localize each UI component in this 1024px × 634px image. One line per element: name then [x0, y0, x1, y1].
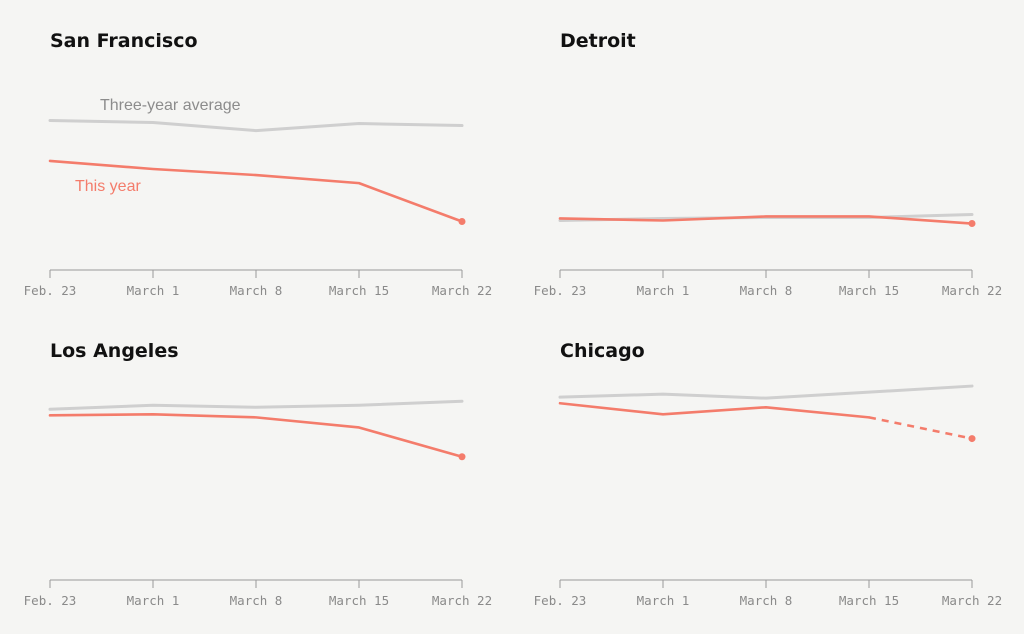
average-line [48, 399, 464, 411]
this-year-projection-line [868, 416, 973, 440]
panel-los-angeles: Los Angeles Feb. 23 March 1 March 8 March 1… [24, 310, 520, 610]
x-tick-label: March 8 [230, 593, 283, 608]
panel-title: San Francisco [50, 30, 198, 52]
this-year-end-point [458, 453, 466, 461]
x-tick-label: March 1 [127, 593, 180, 608]
this-year-line [48, 159, 464, 223]
line-chart-detroit: Feb. 23 March 1 March 8 March 15 March 22 [534, 212, 1002, 298]
this-year-end-point [968, 435, 976, 443]
this-year-line [558, 401, 871, 419]
x-tick-label: March 15 [839, 593, 899, 608]
x-tick-label: March 22 [942, 283, 1002, 298]
x-tick-label: March 22 [432, 593, 492, 608]
x-tick-label: March 1 [637, 283, 690, 298]
panel-title: Los Angeles [50, 340, 179, 362]
x-tick-label: Feb. 23 [24, 593, 77, 608]
average-line [558, 384, 974, 400]
x-tick-label: March 8 [740, 283, 793, 298]
x-tick-label: Feb. 23 [24, 283, 77, 298]
x-tick-label: Feb. 23 [534, 283, 587, 298]
panel-detroit: Detroit Feb. 23 March 1 March 8 March 15 Mar… [534, 0, 1024, 300]
panel-san-francisco: San Francisco Feb. 23 March 1 March 8 March… [24, 0, 520, 300]
x-tick-label: March 1 [127, 283, 180, 298]
line-chart-los-angeles: Feb. 23 March 1 March 8 March 15 March 22 [24, 399, 492, 608]
x-tick-label: March 15 [839, 283, 899, 298]
x-tick-label: March 8 [740, 593, 793, 608]
x-tick-label: March 15 [329, 283, 389, 298]
series-annotation: This year [75, 178, 141, 195]
x-tick-label: Feb. 23 [534, 593, 587, 608]
series-annotation: Three-year average [100, 97, 241, 114]
panel-chicago: Chicago Feb. 23 March 1 March 8 March 15 Mar… [534, 310, 1024, 610]
line-chart-san-francisco: Feb. 23 March 1 March 8 March 15 March 22 Thr… [24, 97, 492, 298]
average-line [48, 119, 464, 133]
x-tick-label: March 22 [432, 283, 492, 298]
this-year-end-point [968, 220, 976, 228]
x-tick-label: March 8 [230, 283, 283, 298]
x-tick-label: March 22 [942, 593, 1002, 608]
x-tick-label: March 15 [329, 593, 389, 608]
panel-title: Chicago [560, 340, 645, 362]
panel-title: Detroit [560, 30, 636, 52]
this-year-line [558, 215, 974, 225]
line-chart-chicago: Feb. 23 March 1 March 8 March 15 March 22 [534, 384, 1002, 608]
this-year-end-point [458, 218, 466, 226]
x-tick-label: March 1 [637, 593, 690, 608]
this-year-line [48, 413, 464, 459]
